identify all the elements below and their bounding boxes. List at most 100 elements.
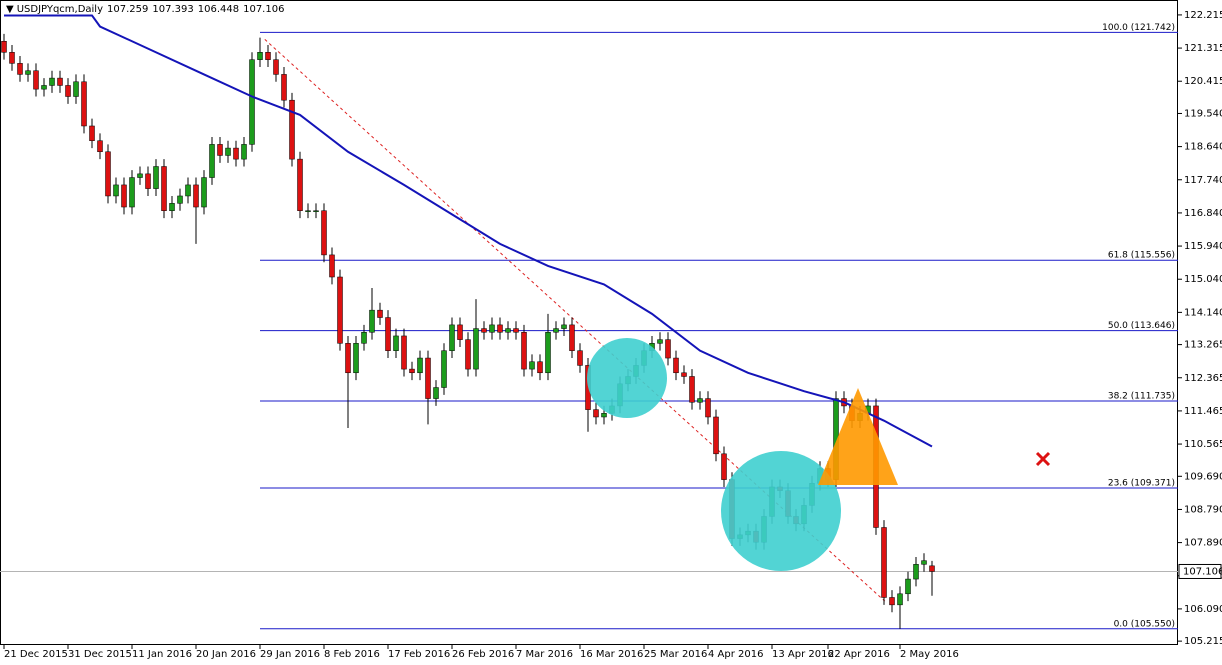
x-tick-label: 16 Mar 2016	[580, 649, 643, 660]
candle-body	[897, 593, 903, 606]
candle-body	[345, 343, 351, 374]
candle-body	[417, 357, 423, 374]
candle-body	[537, 361, 543, 374]
candle-body	[81, 81, 87, 127]
fib-label: 23.6 (109.371)	[1108, 479, 1175, 489]
y-tick-label: 122.215	[1184, 10, 1222, 21]
y-tick-label: 121.315	[1184, 43, 1222, 54]
candle-body	[169, 203, 175, 211]
y-tick-label: 112.365	[1184, 373, 1222, 384]
current-price-box	[1178, 563, 1222, 579]
candle-body	[297, 158, 303, 211]
candle-body	[497, 324, 503, 333]
candle-body	[337, 276, 343, 344]
candle-body	[201, 177, 207, 208]
candle-body	[505, 328, 511, 333]
candle-body	[49, 77, 55, 86]
x-tick-label: 29 Jan 2016	[260, 649, 320, 660]
y-tick-label: 119.540	[1184, 108, 1222, 119]
candle-body	[161, 166, 167, 211]
y-tick-label: 118.640	[1184, 142, 1222, 153]
candle-body	[393, 335, 399, 351]
candle-body	[889, 597, 895, 606]
y-tick-label: 116.840	[1184, 208, 1222, 219]
x-tick-label: 26 Feb 2016	[452, 649, 514, 660]
candle-body	[385, 317, 391, 351]
candle-body	[601, 413, 607, 418]
candle-body	[57, 77, 63, 86]
candle-body	[17, 63, 23, 75]
chart-header: ▼ USDJPYqcm,Daily 107.259 107.393 106.448 107…	[6, 4, 284, 15]
candle-body	[881, 527, 887, 598]
candle-body	[121, 184, 127, 208]
candle-body	[921, 560, 927, 565]
candle-body	[905, 578, 911, 595]
plot-frame	[0, 0, 1178, 645]
y-tick-label: 120.415	[1184, 76, 1222, 87]
y-tick-label: 114.140	[1184, 307, 1222, 318]
candle-body	[33, 70, 39, 90]
header-open: 107.259	[107, 4, 148, 15]
candle-body	[481, 328, 487, 333]
fib-label: 61.8 (115.556)	[1108, 251, 1175, 261]
candle-body	[401, 335, 407, 370]
candle-body	[361, 332, 367, 344]
candle-body	[185, 184, 191, 197]
annotations	[587, 338, 1051, 571]
candle-body	[321, 210, 327, 256]
candle-body	[377, 309, 383, 318]
header-close: 107.106	[243, 4, 284, 15]
candle-body	[353, 343, 359, 374]
candle-body	[217, 144, 223, 156]
candle-body	[257, 52, 263, 60]
y-tick-label: 115.940	[1184, 241, 1222, 252]
candle-body	[233, 147, 239, 160]
candle-body	[657, 339, 663, 344]
candle-body	[153, 166, 159, 189]
candle-body	[665, 339, 671, 359]
candle-body	[513, 328, 519, 333]
highlight-circle	[587, 338, 667, 418]
y-tick-label: 110.565	[1184, 439, 1222, 450]
y-tick-label: 107.890	[1184, 538, 1222, 549]
x-tick-label: 25 Mar 2016	[644, 649, 707, 660]
y-tick-label: 109.690	[1184, 471, 1222, 482]
candle-body	[289, 99, 295, 160]
candle-body	[241, 144, 247, 160]
candle-body	[209, 144, 215, 178]
candle-body	[697, 398, 703, 403]
x-tick-label: 20 Jan 2016	[196, 649, 256, 660]
candle-body	[137, 173, 143, 178]
candle-body	[449, 324, 455, 351]
candle-body	[129, 177, 135, 208]
y-tick-label: 108.790	[1184, 504, 1222, 515]
candle-body	[577, 350, 583, 366]
candle-body	[561, 324, 567, 329]
candle-body	[913, 564, 919, 580]
x-tick-label: 7 Mar 2016	[516, 649, 573, 660]
candle-body	[441, 350, 447, 388]
candle-body	[425, 357, 431, 399]
candle-body	[145, 173, 151, 189]
x-tick-label: 13 Apr 2016	[772, 649, 834, 660]
triangle-marker	[818, 388, 898, 485]
candle-body	[721, 453, 727, 480]
candle-body	[433, 387, 439, 399]
candle-body	[529, 361, 535, 370]
menu-arrow: ▼	[6, 4, 14, 15]
x-tick-label: 21 Dec 2015	[4, 649, 68, 660]
x-tick-label: 11 Jan 2016	[132, 649, 192, 660]
cross-marker	[1035, 451, 1051, 467]
fib-label: 0.0 (105.550)	[1114, 619, 1175, 629]
candle-body	[97, 140, 103, 153]
x-tick-label: 2 May 2016	[900, 649, 959, 660]
y-tick-label: 115.040	[1184, 274, 1222, 285]
x-tick-label: 22 Apr 2016	[828, 649, 890, 660]
moving-average	[4, 14, 933, 448]
y-tick-label: 117.740	[1184, 175, 1222, 186]
candle-body	[1, 41, 7, 53]
candle-body	[9, 52, 15, 64]
candle-body	[89, 125, 95, 141]
header-high: 107.393	[152, 4, 193, 15]
y-tick-label: 113.265	[1184, 340, 1222, 351]
